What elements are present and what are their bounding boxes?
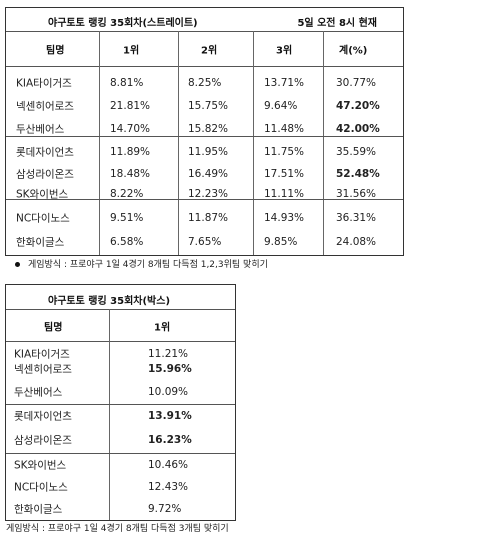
team-name: 한화이글스 [14,503,63,516]
table1-column-headers: 팀명 1위 2위 3위 계(%) [6,31,403,67]
rank3-value: 11.11% [264,187,305,200]
col-header-team: 팀명 [44,322,63,333]
rank2-value: 15.82% [188,122,229,135]
table-row: SK와이번스 8.22% 12.23% 11.11% 31.56% [6,178,403,209]
team-name: SK와이번스 [16,188,69,200]
rank3-value: 11.48% [264,122,305,135]
table2-header: 야구토토 랭킹 35회차(박스) [6,285,235,309]
table1-note: 게임방식 : 프로야구 1일 4경기 8개팀 다득점 1,2,3위팀 맞히기 [15,257,268,270]
rank2-value: 11.95% [188,145,229,158]
table-row: 두산베어스 14.70% 15.82% 11.48% 42.00% [6,113,403,144]
table-row: NC다이노스 9.51% 11.87% 14.93% 36.31% [6,202,403,233]
team-name: 넥센히어로즈 [14,363,72,376]
col-header-rank1: 1위 [123,45,140,57]
table-row: NC다이노스 12.43% [6,475,235,499]
table-row: 롯데자이언츠 13.91% [6,404,235,428]
total-value: 42.00% [336,122,380,135]
rank2-value: 8.25% [188,76,222,89]
team-name: 넥센히어로즈 [16,100,74,112]
total-value: 35.59% [336,145,377,158]
total-value: 47.20% [336,99,380,112]
table-row: 삼성라이온즈 16.23% [6,428,235,452]
rank3-value: 9.64% [264,99,298,112]
total-value: 31.56% [336,187,377,200]
rank3-value: 9.85% [264,235,298,248]
col-header-rank2: 2위 [201,45,218,57]
col-header-rank1: 1위 [154,322,171,333]
rank1-value: 14.70% [110,122,151,135]
table2-title: 야구토토 랭킹 35회차(박스) [48,296,171,307]
rank1-value: 15.96% [148,363,192,375]
table1-note-text: 게임방식 : 프로야구 1일 4경기 8개팀 다득점 1,2,3위팀 맞히기 [28,260,268,270]
table-row: 삼성라이온즈 18.48% 16.49% 17.51% 52.48% [6,158,403,189]
total-value: 52.48% [336,167,380,180]
rank2-value: 7.65% [188,235,222,248]
rank1-value: 9.51% [110,211,144,224]
total-value: 36.31% [336,211,377,224]
rank1-value: 8.81% [110,76,144,89]
rank1-value: 12.43% [148,481,189,493]
bullet-icon [15,262,20,267]
table1-title: 야구토토 랭킹 35회차(스트레이트) [48,18,198,29]
box-ranking-table: 야구토토 랭킹 35회차(박스) 팀명 1위 KIA타이거즈 11.21% 넥센… [5,284,236,521]
rank1-value: 9.72% [148,503,182,515]
total-value: 30.77% [336,76,377,89]
team-name: 롯데자이언츠 [16,146,74,158]
rank3-value: 14.93% [264,211,305,224]
rank3-value: 13.71% [264,76,305,89]
rank2-value: 15.75% [188,99,229,112]
team-name: SK와이번스 [14,459,67,472]
table-row: 한화이글스 9.72% [6,497,235,521]
team-name: 롯데자이언츠 [14,410,72,423]
rank1-value: 8.22% [110,187,144,200]
col-header-team: 팀명 [46,45,65,57]
rank1-value: 10.46% [148,459,189,471]
table2-column-headers: 팀명 1위 [6,309,235,342]
team-name: 두산베어스 [14,386,63,399]
team-name: 한화이글스 [16,236,65,248]
straight-ranking-table: 야구토토 랭킹 35회차(스트레이트) 5일 오전 8시 현재 팀명 1위 2위… [5,7,404,256]
rank1-value: 16.23% [148,434,192,446]
rank1-value: 21.81% [110,99,151,112]
total-value: 24.08% [336,235,377,248]
table-row: KIA타이거즈 8.81% 8.25% 13.71% 30.77% [6,67,403,98]
team-name: 삼성라이온즈 [16,168,74,180]
col-header-rank3: 3위 [276,45,293,57]
rank1-value: 18.48% [110,167,151,180]
rank2-value: 11.87% [188,211,229,224]
team-name: 삼성라이온즈 [14,434,72,447]
table-row: 한화이글스 6.58% 7.65% 9.85% 24.08% [6,226,403,257]
rank1-value: 6.58% [110,235,144,248]
table-row: SK와이번스 10.46% [6,453,235,477]
table-row: 넥센히어로즈 21.81% 15.75% 9.64% 47.20% [6,90,403,121]
rank1-value: 11.21% [148,348,189,360]
table1-timestamp: 5일 오전 8시 현재 [297,18,377,29]
rank1-value: 11.89% [110,145,151,158]
team-name: NC다이노스 [16,212,70,224]
team-name: KIA타이거즈 [14,348,70,361]
col-header-total: 계(%) [339,45,368,57]
team-name: NC다이노스 [14,481,68,494]
rank3-value: 11.75% [264,145,305,158]
table2-note: 게임방식 : 프로야구 1일 4경기 8개팀 다득점 3개팀 맞히기 [6,524,229,534]
table-row: 롯데자이언츠 11.89% 11.95% 11.75% 35.59% [6,136,403,167]
table-row: 넥센히어로즈 15.96% [6,357,235,381]
table-row: 두산베어스 10.09% [6,380,235,404]
table-row: KIA타이거즈 11.21% [6,342,235,366]
rank1-value: 10.09% [148,386,189,398]
rank1-value: 13.91% [148,410,192,422]
rank2-value: 16.49% [188,167,229,180]
rank3-value: 17.51% [264,167,305,180]
table1-header: 야구토토 랭킹 35회차(스트레이트) 5일 오전 8시 현재 [6,8,403,31]
team-name: 두산베어스 [16,123,65,135]
rank2-value: 12.23% [188,187,229,200]
team-name: KIA타이거즈 [16,77,72,89]
